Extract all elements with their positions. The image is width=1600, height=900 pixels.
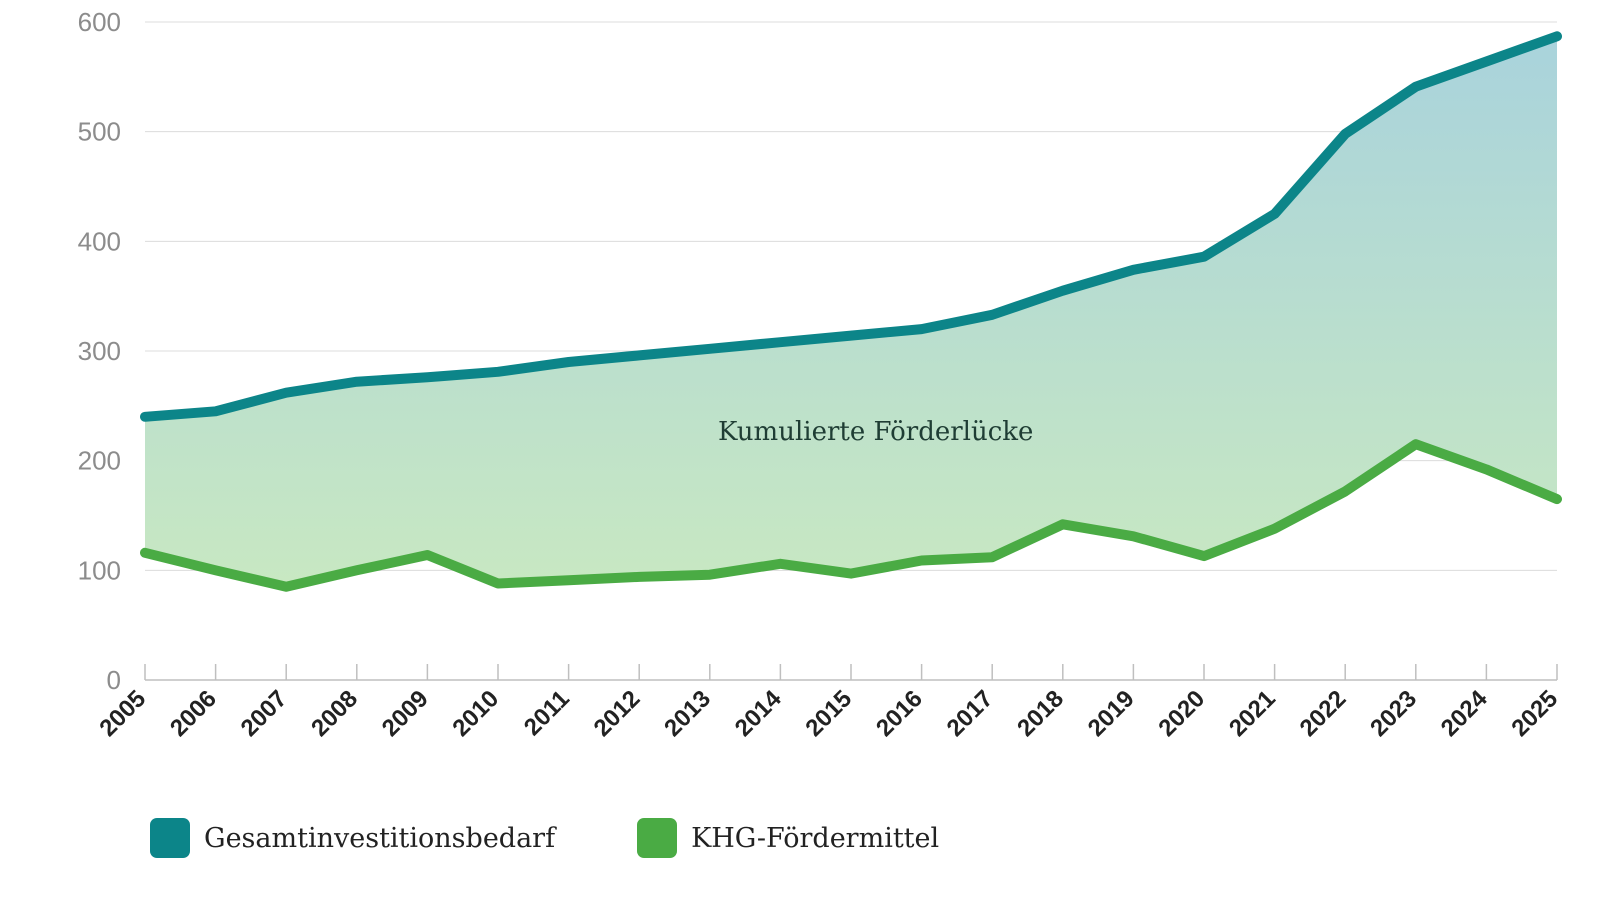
x-tick-label: 2015 <box>800 685 857 742</box>
y-tick-label: 0 <box>107 665 121 695</box>
x-tick-label: 2010 <box>447 685 504 742</box>
x-tick-label: 2013 <box>659 685 716 742</box>
legend-label: Gesamtinvestitionsbedarf <box>204 822 556 854</box>
x-tick-label: 2019 <box>1083 685 1140 742</box>
legend-swatch-green <box>637 818 678 858</box>
x-tick-label: 2009 <box>377 685 434 742</box>
legend-swatch-teal <box>150 818 190 858</box>
x-tick-label: 2022 <box>1295 685 1352 742</box>
x-tick-label: 2014 <box>730 685 787 742</box>
y-tick-label: 200 <box>78 446 121 476</box>
x-tick-label: 2024 <box>1436 685 1493 742</box>
x-tick-label: 2020 <box>1153 685 1210 742</box>
series-lines <box>140 31 1562 592</box>
x-tick-label: 2018 <box>1012 685 1069 742</box>
x-tick-label: 2023 <box>1365 685 1422 742</box>
x-tick-label: 2021 <box>1224 685 1281 742</box>
x-tick-label: 2011 <box>519 685 575 741</box>
x-tick-label: 2025 <box>1506 685 1563 742</box>
x-tick-label: 2006 <box>165 685 222 742</box>
annotations: Kumulierte Förderlücke <box>718 417 1033 447</box>
y-tick-label: 600 <box>78 7 121 37</box>
x-tick-label: 2008 <box>306 685 363 742</box>
legend-label: KHG-Fördermittel <box>691 822 940 854</box>
y-tick-label: 300 <box>78 336 121 366</box>
gap-fill-area <box>145 36 1557 587</box>
x-axis <box>144 664 1558 681</box>
y-tick-label: 500 <box>78 117 121 147</box>
legend: Gesamtinvestitionsbedarf KHG-Fördermitte… <box>150 818 1021 858</box>
legend-item-gesamtinvestitionsbedarf: Gesamtinvestitionsbedarf <box>150 818 555 858</box>
gap-area <box>145 36 1557 587</box>
y-tick-label: 100 <box>78 555 121 585</box>
legend-item-khg-foerdermittel: KHG-Fördermittel <box>637 818 939 858</box>
annotation-label: Kumulierte Förderlücke <box>718 417 1033 447</box>
x-tick-label: 2007 <box>236 685 293 742</box>
series-line <box>140 439 1562 592</box>
y-tick-label: 400 <box>78 226 121 256</box>
x-tick-label: 2017 <box>942 685 999 742</box>
series-line <box>140 31 1562 422</box>
x-tick-label: 2005 <box>94 685 151 742</box>
x-tick-label: 2016 <box>871 685 928 742</box>
x-tick-label: 2012 <box>589 685 646 742</box>
